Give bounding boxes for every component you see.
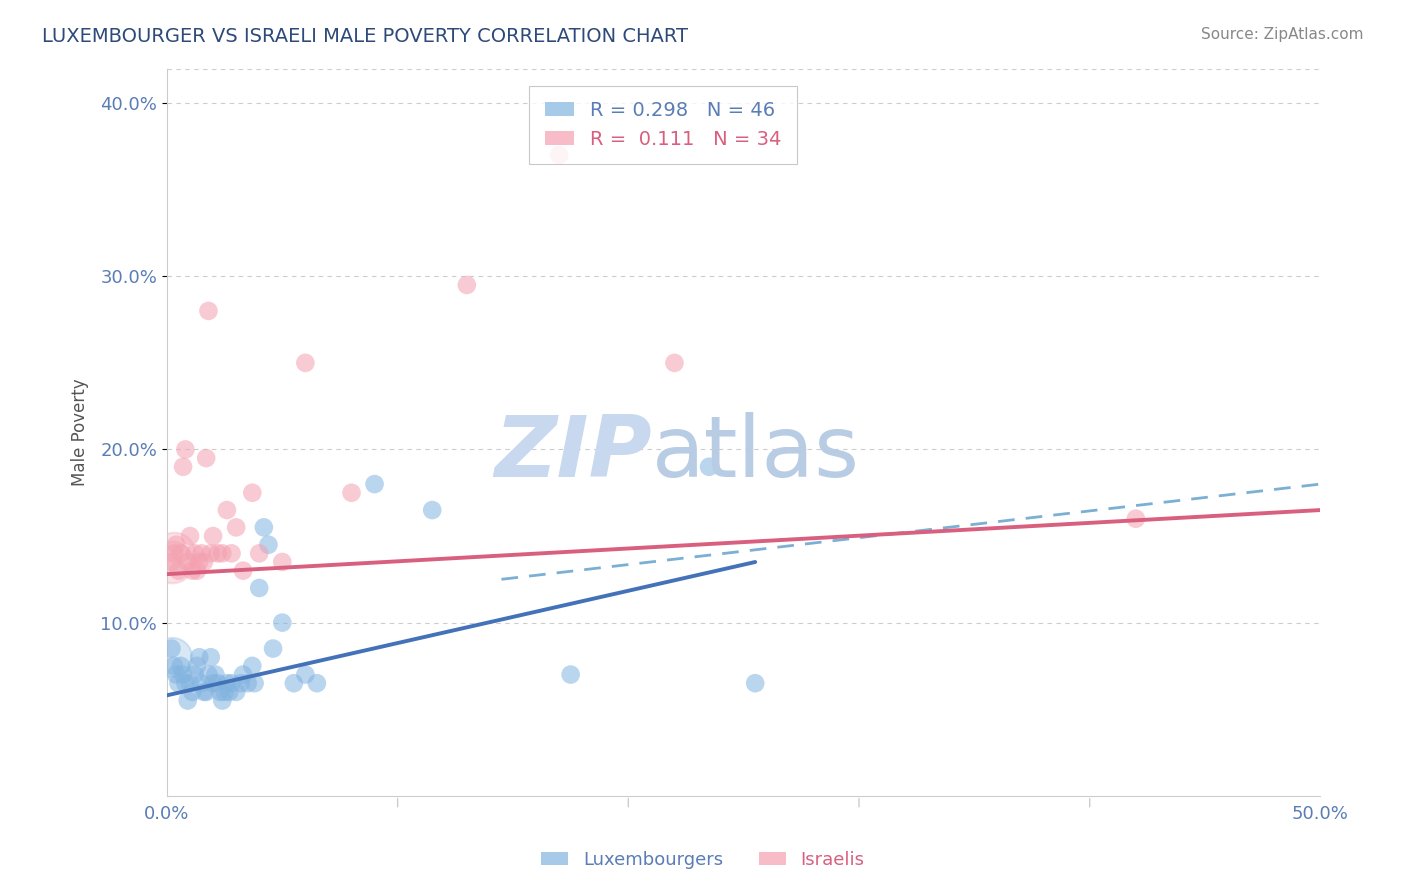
Point [174,676,197,690]
Point [186,564,208,578]
Point [229,676,252,690]
Point [363,477,385,491]
Point [225,685,247,699]
Point [744,676,766,690]
Point [420,503,443,517]
Point [214,685,236,699]
Point [177,693,200,707]
Point [215,503,238,517]
Point [247,546,270,560]
Point [262,641,284,656]
Point [163,546,186,560]
Point [170,659,193,673]
Point [247,581,270,595]
Point [456,277,478,292]
Point [253,520,276,534]
Point [179,676,201,690]
Point [204,667,226,681]
Point [294,356,316,370]
Point [186,659,208,673]
Legend: R = 0.298   N = 46, R =  0.111   N = 34: R = 0.298 N = 46, R = 0.111 N = 34 [529,86,797,164]
Point [190,676,212,690]
Point [257,538,280,552]
Point [218,685,240,699]
Point [232,667,254,681]
Point [190,546,212,560]
Point [236,676,259,690]
Point [232,564,254,578]
Point [664,356,686,370]
Legend: Luxembourgers, Israelis: Luxembourgers, Israelis [534,844,872,876]
Text: Source: ZipAtlas.com: Source: ZipAtlas.com [1201,27,1364,42]
Point [240,485,263,500]
Point [181,564,204,578]
Point [172,459,194,474]
Text: ZIP: ZIP [494,412,651,495]
Point [202,676,225,690]
Point [163,659,186,673]
Point [188,650,211,665]
Point [283,676,305,690]
Point [207,676,229,690]
Point [188,555,211,569]
Point [177,555,200,569]
Point [211,546,233,560]
Text: LUXEMBOURGER VS ISRAELI MALE POVERTY CORRELATION CHART: LUXEMBOURGER VS ISRAELI MALE POVERTY COR… [42,27,688,45]
Point [172,667,194,681]
Point [181,685,204,699]
Point [197,304,219,318]
Point [167,564,190,578]
Point [200,650,222,665]
Point [271,615,294,630]
Point [243,676,266,690]
Point [160,555,183,569]
Point [215,676,238,690]
Point [195,685,218,699]
Point [225,520,247,534]
Point [193,555,215,569]
Point [1125,512,1147,526]
Point [179,529,201,543]
Text: atlas: atlas [651,412,859,495]
Point [221,676,243,690]
Point [160,650,183,665]
Point [240,659,263,673]
Point [195,451,218,466]
Y-axis label: Male Poverty: Male Poverty [72,378,89,486]
Point [193,685,215,699]
Point [340,485,363,500]
Point [165,667,187,681]
Point [183,546,205,560]
Point [207,546,229,560]
Point [183,667,205,681]
Point [197,667,219,681]
Point [294,667,316,681]
Point [560,667,582,681]
Point [163,546,186,560]
Point [167,676,190,690]
Point [160,641,183,656]
Point [548,148,571,162]
Point [160,555,183,569]
Point [221,546,243,560]
Point [174,442,197,457]
Point [208,685,231,699]
Point [200,546,222,560]
Point [305,676,328,690]
Point [170,546,193,560]
Point [165,538,187,552]
Point [697,459,720,474]
Point [271,555,294,569]
Point [202,529,225,543]
Point [211,693,233,707]
